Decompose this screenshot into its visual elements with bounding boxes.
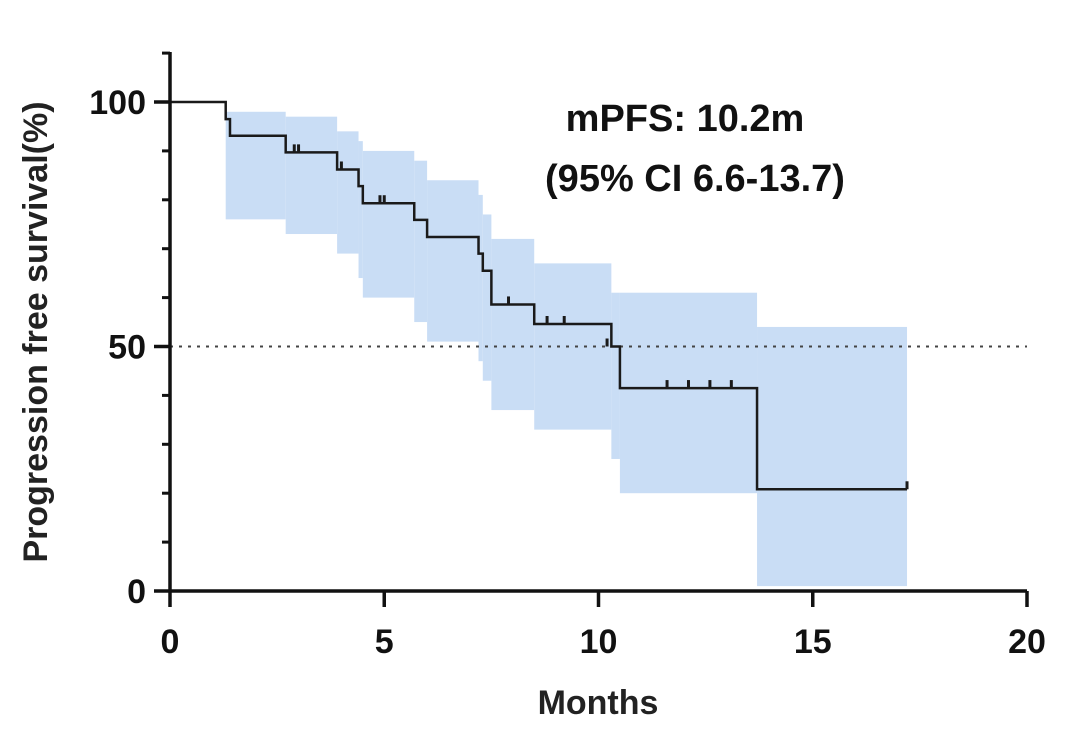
y-tick-label: 50 — [108, 329, 146, 367]
ci-band-segment — [337, 131, 359, 254]
ci-band-segment — [225, 111, 286, 220]
x-tick-label: 15 — [794, 623, 832, 661]
survival-step-line — [170, 100, 908, 491]
ci-band-segment — [534, 263, 612, 430]
ci-band-segment — [611, 292, 620, 459]
ci-band-segment — [362, 150, 415, 298]
ci-band-segment — [358, 141, 363, 279]
ci-band-segment — [619, 292, 758, 494]
x-tick-label: 5 — [375, 623, 394, 661]
y-axis-title: Progression free survival(%) — [17, 101, 55, 562]
ci-band-segment — [285, 116, 338, 235]
confidence-interval-annotation: (95% CI 6.6-13.7) — [545, 158, 845, 200]
x-tick-label: 10 — [580, 623, 618, 661]
median-pfs-annotation: mPFS: 10.2m — [566, 98, 805, 140]
x-axis-title: Months — [538, 684, 659, 722]
survival-curve-layer — [170, 100, 909, 491]
y-tick-label: 0 — [127, 573, 146, 611]
ci-band-segment — [478, 194, 483, 362]
ci-band-segment — [414, 160, 428, 323]
ci-band-segment — [482, 214, 492, 381]
ci-band-segment — [491, 238, 535, 411]
ci-band-segment — [757, 326, 908, 587]
y-tick-label: 100 — [89, 84, 146, 122]
x-tick-label: 20 — [1008, 623, 1046, 661]
ci-band-segment — [427, 180, 479, 342]
x-tick-label: 0 — [161, 623, 180, 661]
ci-band-layer — [225, 111, 908, 587]
axes: 0 50 100 0 5 10 15 20 — [89, 51, 1046, 661]
